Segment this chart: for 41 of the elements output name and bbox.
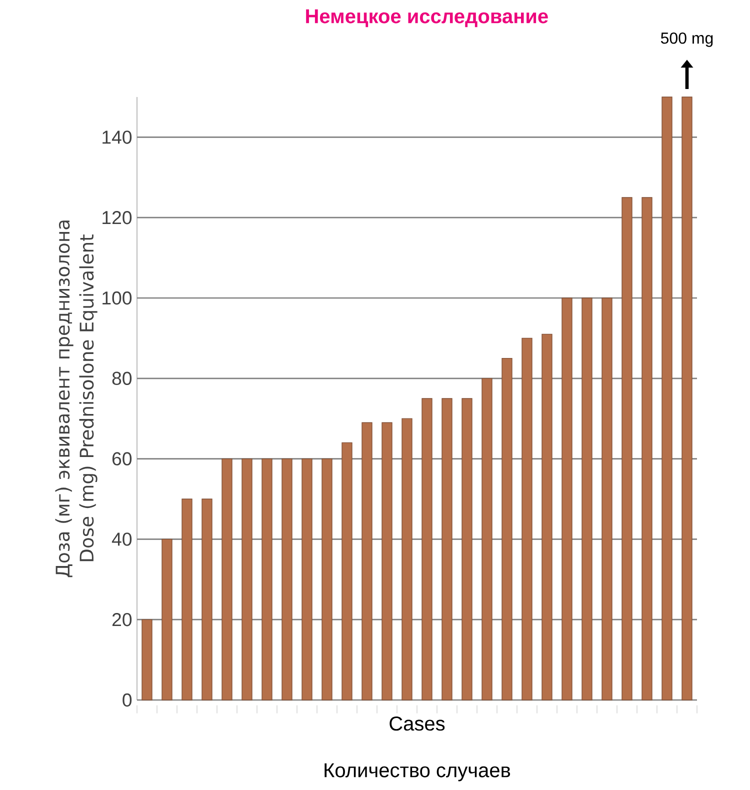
y-tick-label: 60 xyxy=(112,452,132,466)
bar xyxy=(602,298,612,700)
bar xyxy=(642,197,652,700)
bar xyxy=(302,458,312,700)
y-tick-label: 20 xyxy=(112,612,132,626)
bar xyxy=(242,458,252,700)
bar xyxy=(502,358,512,700)
bar xyxy=(322,458,332,700)
bar xyxy=(202,498,212,700)
bar xyxy=(682,96,692,700)
bar xyxy=(542,334,552,700)
y-tick-label: 40 xyxy=(112,532,132,546)
y-tick-label: 0 xyxy=(122,693,132,707)
bar xyxy=(462,398,472,700)
chart-title: Немецкое исследование xyxy=(306,9,548,28)
bar xyxy=(222,458,232,700)
bar xyxy=(262,458,272,700)
bar xyxy=(582,298,592,700)
bar xyxy=(282,458,292,700)
bar xyxy=(342,442,352,700)
bar xyxy=(622,197,632,700)
text: 500 mg xyxy=(660,32,713,47)
bar xyxy=(402,418,412,700)
y-tick-label: 100 xyxy=(102,291,132,305)
text: Количество случаев xyxy=(324,763,510,782)
bar xyxy=(442,398,452,700)
bar xyxy=(362,422,372,700)
y-tick-label: 140 xyxy=(102,130,132,144)
bar xyxy=(482,378,492,700)
y-tick-label: 120 xyxy=(102,210,132,224)
bar xyxy=(562,298,572,700)
x-axis-title: Cases xyxy=(390,716,445,731)
bar xyxy=(422,398,432,700)
bar xyxy=(662,96,672,700)
bar xyxy=(522,338,532,700)
y-axis-title: Доза (мг) эквивалент преднизолона Dose (mg) Prednisolone Equivalent xyxy=(55,220,98,578)
bar xyxy=(182,498,192,700)
bar xyxy=(162,538,172,700)
y-tick-label: 80 xyxy=(112,372,132,386)
bar xyxy=(142,619,152,700)
bar xyxy=(382,422,392,700)
